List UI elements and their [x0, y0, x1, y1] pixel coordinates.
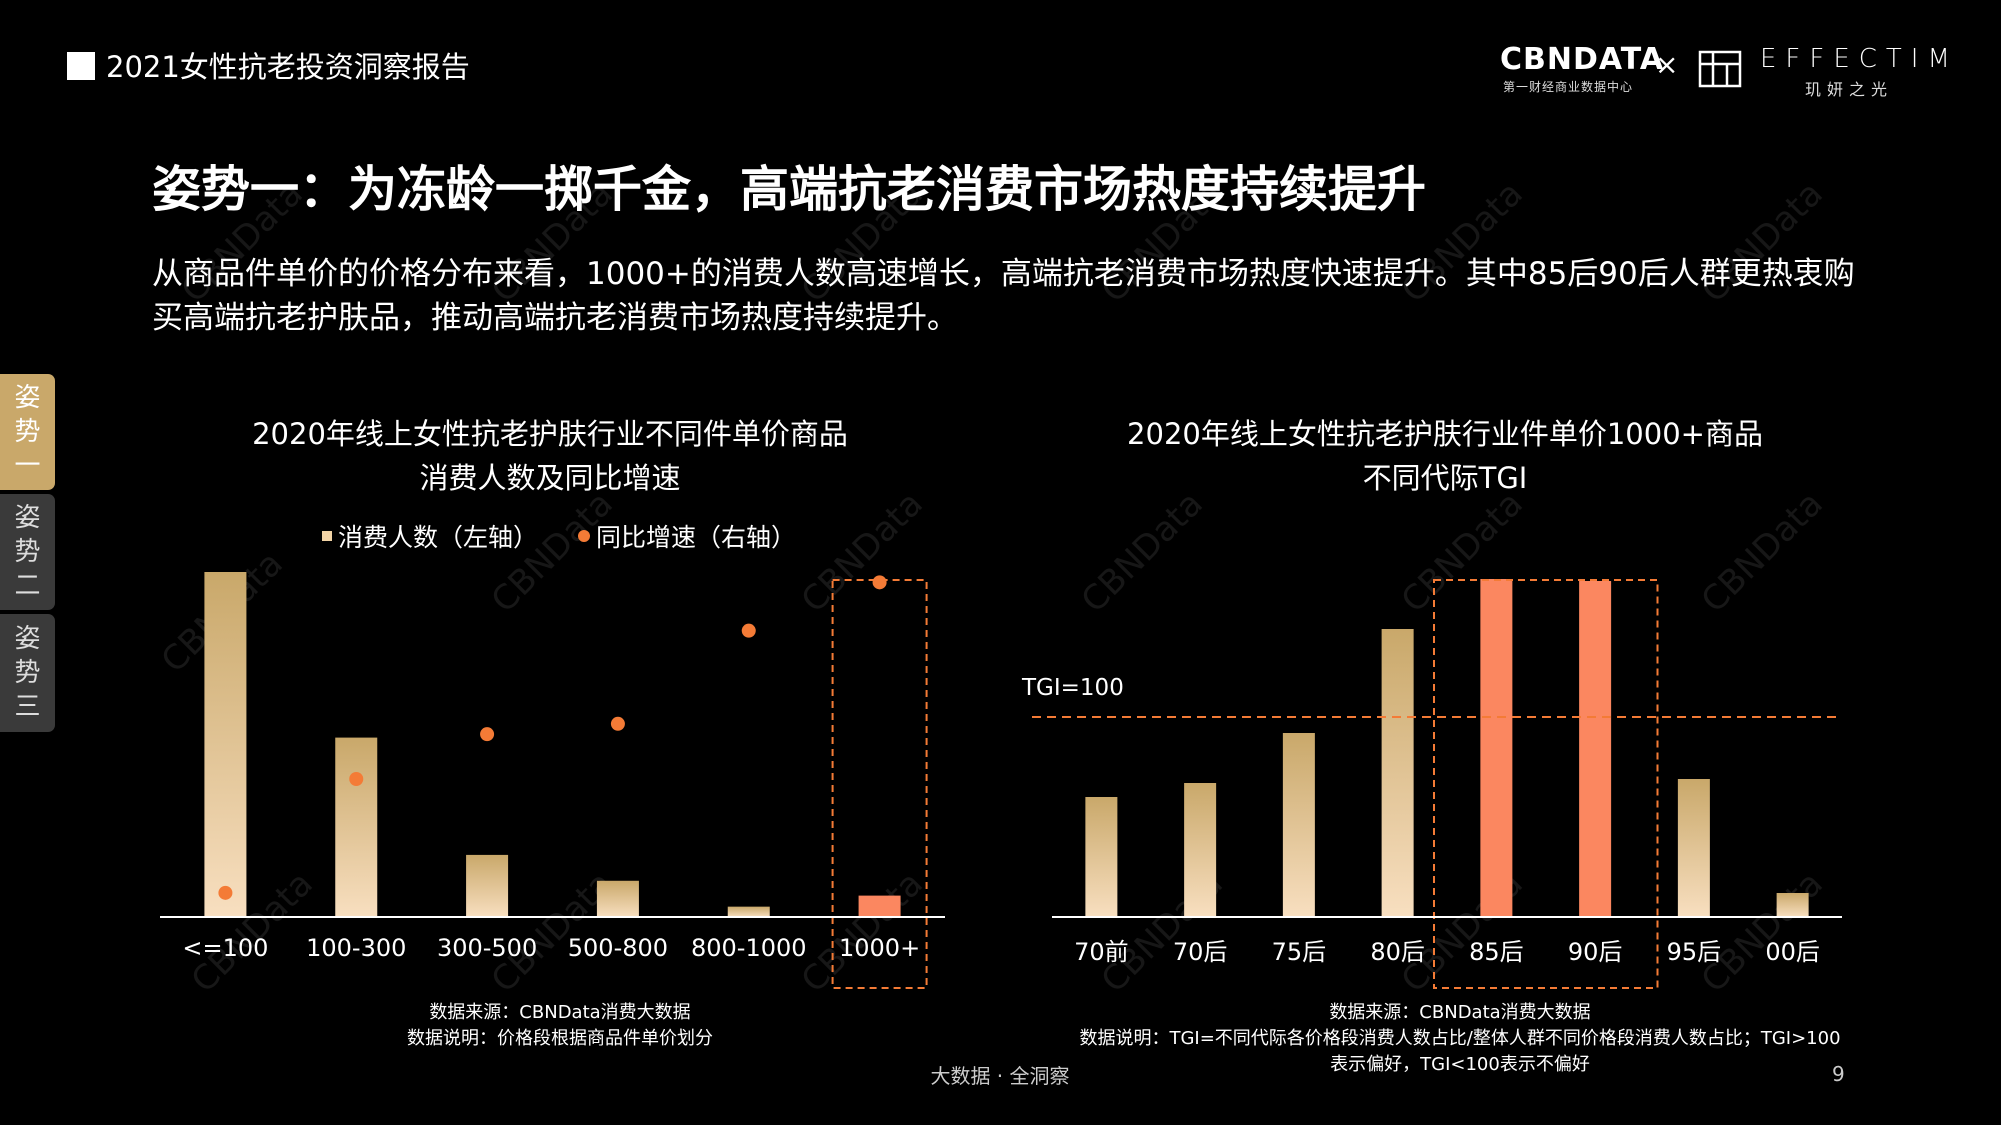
chart2-title-line2: 不同代际TGI — [1362, 461, 1528, 495]
chart1-growth-point — [480, 727, 495, 742]
side-tab-posture-2[interactable]: 姿势二 — [0, 494, 55, 610]
chart2-category-label: 00后 — [1765, 938, 1820, 966]
chart2-note-source: 数据来源：CBNData消费大数据 — [1329, 1002, 1591, 1023]
effectim-logo-subtitle: 玑妍之光 — [1805, 80, 1894, 99]
chart2-bar — [1085, 797, 1118, 917]
chart1-category-label: 500-800 — [568, 934, 668, 962]
side-tab-posture-1[interactable]: 姿势一 — [0, 374, 55, 490]
chart1-category-label: <=100 — [182, 934, 268, 962]
chart1-title-line2: 消费人数及同比增速 — [419, 461, 681, 495]
report-title: 2021女性抗老投资洞察报告 — [106, 50, 470, 84]
chart1-bar — [858, 895, 901, 917]
chart1-bar — [204, 572, 247, 917]
chart2-bar — [1282, 733, 1315, 917]
legend-square-icon — [322, 531, 332, 541]
chart1-growth-point — [349, 772, 364, 786]
chart1-growth-point — [872, 575, 887, 590]
chart1-bar — [727, 906, 770, 917]
chart2-category-label: 85后 — [1469, 938, 1524, 966]
watermark-text: CBNData — [1394, 174, 1531, 311]
chart1-growth-point — [218, 885, 233, 900]
cbndata-logo: CBNDATA — [1500, 42, 1665, 77]
chart2-category-label: 70后 — [1173, 938, 1228, 966]
page-number: 9 — [1832, 1062, 1845, 1086]
chart2-title-line1: 2020年线上女性抗老护肤行业件单价1000+商品 — [1127, 417, 1763, 451]
chart2-reference-label: TGI=100 — [1021, 675, 1124, 701]
chart2-note-description: 数据说明：TGI=不同代际各价格段消费人数占比/整体人群不同价格段消费人数占比；… — [1079, 1028, 1841, 1049]
chart1-bar — [596, 880, 639, 917]
effectim-logo: EFFECTIM — [1760, 44, 1959, 74]
chart2-plot: 70前 70后 75后 80后 85后 90后 95后 00后 TGI=100 — [1021, 579, 1842, 989]
cbndata-logo-subtitle: 第一财经商业数据中心 — [1503, 80, 1634, 94]
chart1-growth-point — [610, 716, 625, 731]
chart2-category-label: 90后 — [1568, 938, 1623, 966]
chart2-category-label: 80后 — [1370, 938, 1425, 966]
chart1-category-label: 300-500 — [437, 934, 537, 962]
chart1-bar — [335, 737, 378, 917]
legend-dot-icon — [578, 530, 591, 542]
chart2-bar — [1776, 893, 1809, 917]
chart1-note-description: 数据说明：价格段根据商品件单价划分 — [407, 1028, 713, 1049]
chart2-category-label: 70前 — [1074, 938, 1129, 966]
chart2-bar — [1579, 581, 1612, 917]
chart2-notes: 数据来源：CBNData消费大数据 数据说明：TGI=不同代际各价格段消费人数占… — [1020, 1000, 1900, 1078]
chart2-bar — [1480, 579, 1513, 917]
watermark-text: CBNData — [1094, 174, 1231, 311]
chart1-note-source: 数据来源：CBNData消费大数据 — [429, 1002, 691, 1023]
chart1-notes: 数据来源：CBNData消费大数据 数据说明：价格段根据商品件单价划分 — [300, 1000, 820, 1052]
chart2-bar — [1677, 779, 1710, 917]
chart1-category-label: 100-300 — [306, 934, 406, 962]
brand-separator: × — [1655, 48, 1679, 81]
footer-slogan: 大数据 · 全洞察 — [930, 1064, 1070, 1088]
watermark-text: CBNData — [484, 174, 621, 311]
watermark-text: CBNData — [1694, 174, 1831, 311]
intro-paragraph: 从商品件单价的价格分布来看，1000+的消费人数高速增长，高端抗老消费市场热度快… — [152, 256, 1855, 336]
chart2-title: 2020年线上女性抗老护肤行业件单价1000+商品 不同代际TGI — [1045, 412, 1845, 500]
chart2-category-label: 75后 — [1272, 938, 1327, 966]
watermark-text: CBNData — [794, 174, 931, 311]
header-square-icon — [67, 52, 95, 80]
chart1-category-label: 800-1000 — [691, 934, 807, 962]
chart1-growth-point — [741, 623, 756, 638]
chart2-category-label: 95后 — [1667, 938, 1722, 966]
chart2-bar — [1184, 783, 1217, 917]
effectim-mark-icon — [1698, 50, 1742, 88]
chart1-highlight-box — [831, 579, 928, 989]
chart1-plot: <=100 100-300 300-500 500-800 800-1000 1000+ — [160, 572, 945, 989]
page-headline: 姿势一：为冻龄一掷千金，高端抗老消费市场热度持续提升 — [152, 161, 1427, 218]
chart1-legend: 消费人数（左轴） 同比增速（右轴） — [322, 518, 796, 554]
chart2-note-description-cont: 表示偏好，TGI<100表示不偏好 — [1330, 1054, 1590, 1075]
legend-item-growth: 同比增速（右轴） — [596, 523, 797, 552]
chart2-bar — [1381, 629, 1414, 917]
watermark-text: CBNData — [174, 174, 311, 311]
chart1-bar — [466, 854, 509, 917]
side-tab-posture-3[interactable]: 姿势三 — [0, 614, 55, 732]
legend-item-count: 消费人数（左轴） — [338, 523, 539, 552]
chart1-title: 2020年线上女性抗老护肤行业不同件单价商品 消费人数及同比增速 — [150, 412, 950, 500]
chart1-title-line1: 2020年线上女性抗老护肤行业不同件单价商品 — [252, 417, 848, 451]
chart2-highlight-box — [1433, 579, 1659, 989]
chart1-category-label: 1000+ — [839, 934, 920, 962]
